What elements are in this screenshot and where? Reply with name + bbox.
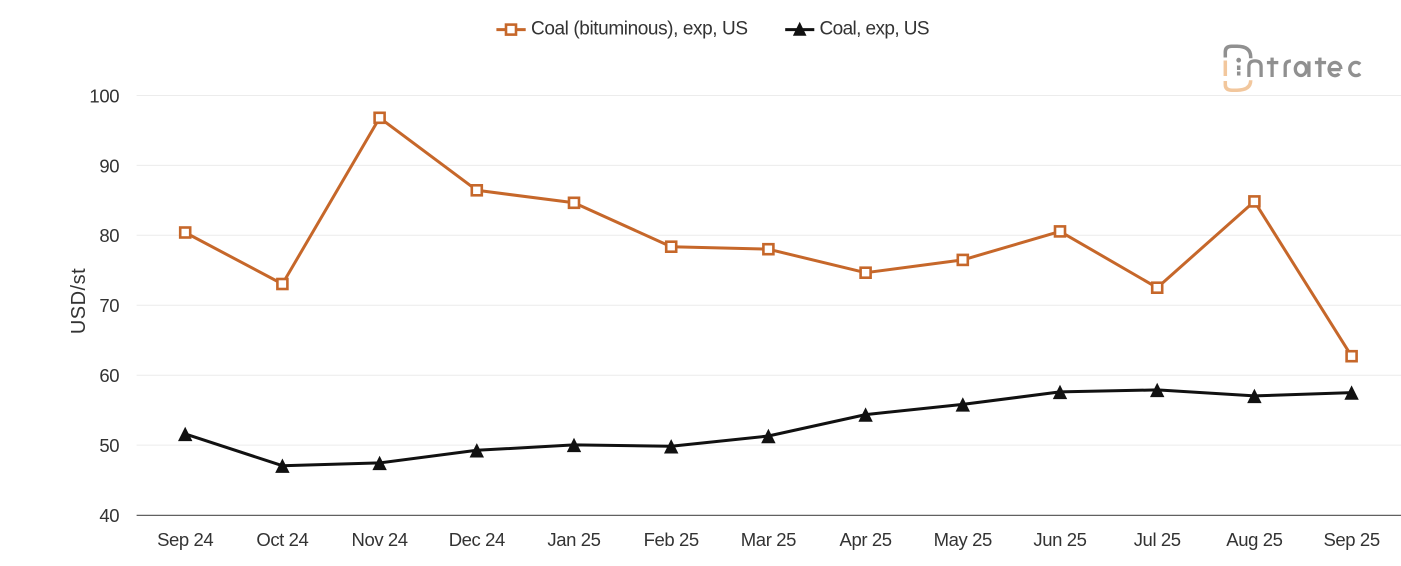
svg-text:Coal, exp, US: Coal, exp, US [820,19,929,40]
svg-text:50: 50 [99,435,119,456]
svg-text:Jul 25: Jul 25 [1134,529,1181,550]
svg-text:Coal (bituminous), exp, US: Coal (bituminous), exp, US [531,19,748,40]
svg-text:Jan 25: Jan 25 [547,529,600,550]
svg-text:USD/st: USD/st [68,268,90,334]
svg-text:100: 100 [89,85,119,106]
svg-text:Jun 25: Jun 25 [1033,529,1086,550]
svg-text:Dec 24: Dec 24 [449,529,505,550]
svg-text:Sep 24: Sep 24 [157,529,213,550]
svg-text:Mar 25: Mar 25 [741,529,796,550]
svg-text:Feb 25: Feb 25 [644,529,699,550]
svg-text:Aug 25: Aug 25 [1226,529,1282,550]
svg-text:Nov 24: Nov 24 [351,529,407,550]
svg-text:80: 80 [99,225,119,246]
svg-text:Sep 25: Sep 25 [1323,529,1379,550]
svg-text:Apr 25: Apr 25 [840,529,892,550]
svg-text:Oct 24: Oct 24 [256,529,308,550]
svg-text:60: 60 [99,365,119,386]
svg-text:70: 70 [99,295,119,316]
svg-text:May 25: May 25 [934,529,992,550]
svg-text:40: 40 [99,505,119,526]
svg-text:90: 90 [99,155,119,176]
